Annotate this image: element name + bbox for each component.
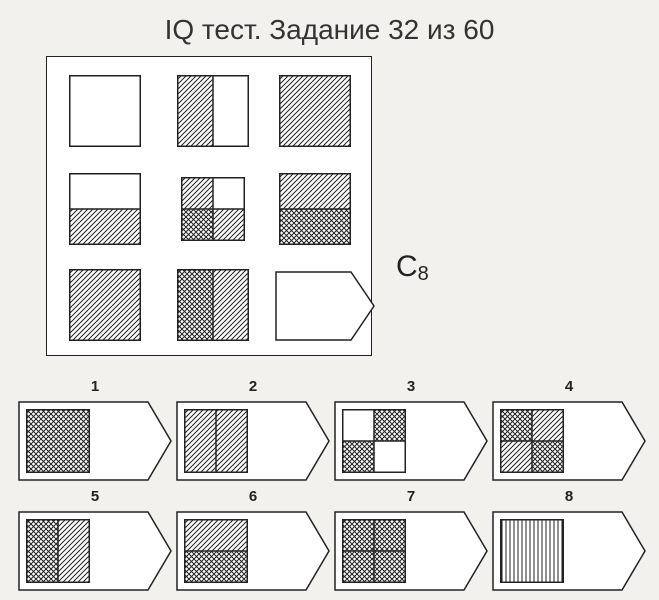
matrix-cell: [69, 173, 141, 245]
matrix-cell: [177, 269, 249, 341]
matrix-cell: [69, 75, 141, 147]
matrix-label: C8: [396, 250, 429, 284]
answer-number: 8: [492, 488, 646, 505]
answer-option-3[interactable]: 3: [334, 378, 488, 481]
answer-number: 5: [18, 488, 172, 505]
answer-tile: [176, 401, 330, 481]
answer-tile: [334, 511, 488, 591]
answer-number: 3: [334, 378, 488, 395]
answer-tile: [492, 511, 646, 591]
answer-option-4[interactable]: 4: [492, 378, 646, 481]
answer-number: 7: [334, 488, 488, 505]
answer-tile: [334, 401, 488, 481]
answer-option-1[interactable]: 1: [18, 378, 172, 481]
answer-number: 4: [492, 378, 646, 395]
answer-tile: [492, 401, 646, 481]
answer-tile: [176, 511, 330, 591]
answer-option-2[interactable]: 2: [176, 378, 330, 481]
answer-number: 6: [176, 488, 330, 505]
answer-number: 1: [18, 378, 172, 395]
answer-tile: [18, 401, 172, 481]
label-sub: 8: [418, 263, 429, 285]
matrix-grid: [46, 56, 372, 356]
answer-option-8[interactable]: 8: [492, 488, 646, 591]
matrix-cell: [69, 269, 141, 341]
label-main: C: [396, 250, 418, 283]
answer-option-7[interactable]: 7: [334, 488, 488, 591]
answer-option-6[interactable]: 6: [176, 488, 330, 591]
answer-slot: [275, 271, 375, 341]
matrix-cell: [279, 173, 351, 245]
answer-option-5[interactable]: 5: [18, 488, 172, 591]
matrix-cell: [279, 75, 351, 147]
matrix-cell: [181, 177, 245, 241]
answer-number: 2: [176, 378, 330, 395]
matrix-cell: [177, 75, 249, 147]
page-title: IQ тест. Задание 32 из 60: [0, 0, 659, 46]
answer-tile: [18, 511, 172, 591]
